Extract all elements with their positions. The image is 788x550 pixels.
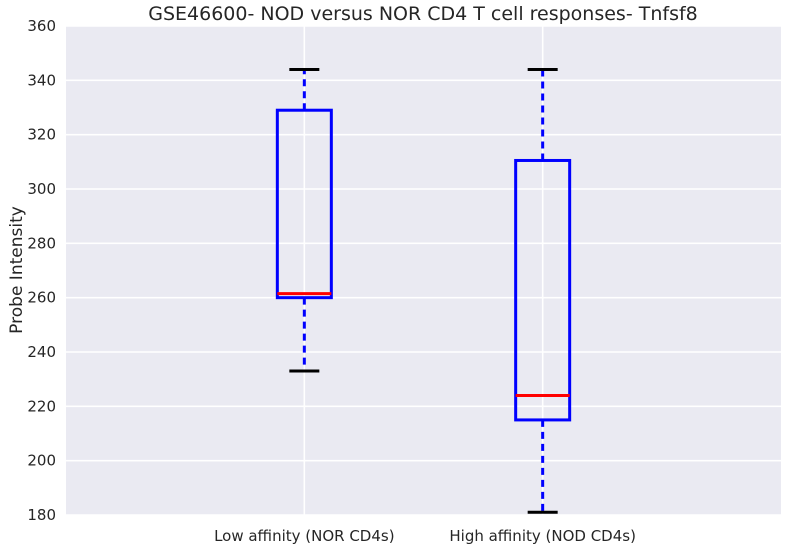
box-group	[514, 67, 572, 514]
y-tick-label: 260	[27, 289, 56, 307]
y-tick-label: 320	[27, 126, 56, 144]
x-tick-label: High affinity (NOD CD4s)	[449, 527, 636, 545]
y-tick-label: 220	[27, 397, 56, 415]
x-tick-label: Low affinity (NOR CD4s)	[214, 527, 395, 545]
y-tick-label: 240	[27, 343, 56, 361]
y-axis-label: Probe Intensity	[7, 206, 27, 334]
y-tick-label: 360	[27, 17, 56, 35]
y-tick-label: 200	[27, 452, 56, 470]
y-tick-labels: 180 200 220 240 260 280 300 320 340 360	[27, 17, 56, 524]
y-tick-label: 340	[27, 71, 56, 89]
y-tick-label: 300	[27, 180, 56, 198]
y-tick-label: 180	[27, 506, 56, 524]
chart-title: GSE46600- NOD versus NOR CD4 T cell resp…	[148, 3, 698, 25]
boxes-layer	[275, 67, 572, 514]
iqr-box	[275, 108, 333, 300]
box-group	[275, 67, 333, 373]
iqr-box	[514, 158, 572, 422]
plot-area	[66, 26, 781, 515]
y-tick-label: 280	[27, 234, 56, 252]
x-tick-labels: Low affinity (NOR CD4s) High affinity (NO…	[214, 527, 636, 545]
